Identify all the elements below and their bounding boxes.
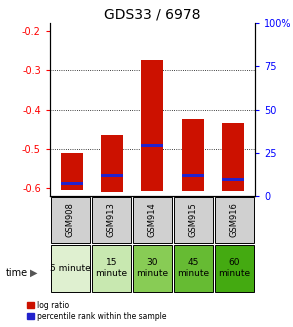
- Text: GSM915: GSM915: [189, 202, 198, 237]
- Bar: [222, 178, 244, 181]
- Text: GSM913: GSM913: [107, 202, 116, 237]
- Bar: [101, 174, 123, 177]
- Legend: log ratio, percentile rank within the sample: log ratio, percentile rank within the sa…: [27, 301, 167, 320]
- Text: 60
minute: 60 minute: [218, 258, 251, 278]
- Text: time: time: [6, 268, 28, 278]
- Bar: [141, 144, 163, 147]
- Bar: [92, 197, 131, 243]
- Bar: [61, 153, 83, 190]
- Bar: [182, 119, 204, 192]
- Text: ▶: ▶: [30, 268, 38, 278]
- Text: 15
minute: 15 minute: [95, 258, 127, 278]
- Bar: [51, 245, 90, 292]
- Title: GDS33 / 6978: GDS33 / 6978: [104, 8, 201, 22]
- Bar: [133, 245, 172, 292]
- Bar: [215, 197, 254, 243]
- Bar: [182, 174, 204, 177]
- Bar: [141, 60, 163, 192]
- Bar: [174, 245, 213, 292]
- Bar: [101, 135, 123, 192]
- Text: 5 minute: 5 minute: [50, 264, 91, 273]
- Bar: [174, 197, 213, 243]
- Bar: [92, 245, 131, 292]
- Bar: [215, 245, 254, 292]
- Bar: [222, 123, 244, 191]
- Text: GSM914: GSM914: [148, 202, 157, 237]
- Bar: [61, 182, 83, 185]
- Bar: [133, 197, 172, 243]
- Text: GSM908: GSM908: [66, 202, 75, 237]
- Text: GSM916: GSM916: [230, 202, 239, 237]
- Bar: [51, 197, 90, 243]
- Text: 45
minute: 45 minute: [177, 258, 209, 278]
- Text: 30
minute: 30 minute: [136, 258, 168, 278]
